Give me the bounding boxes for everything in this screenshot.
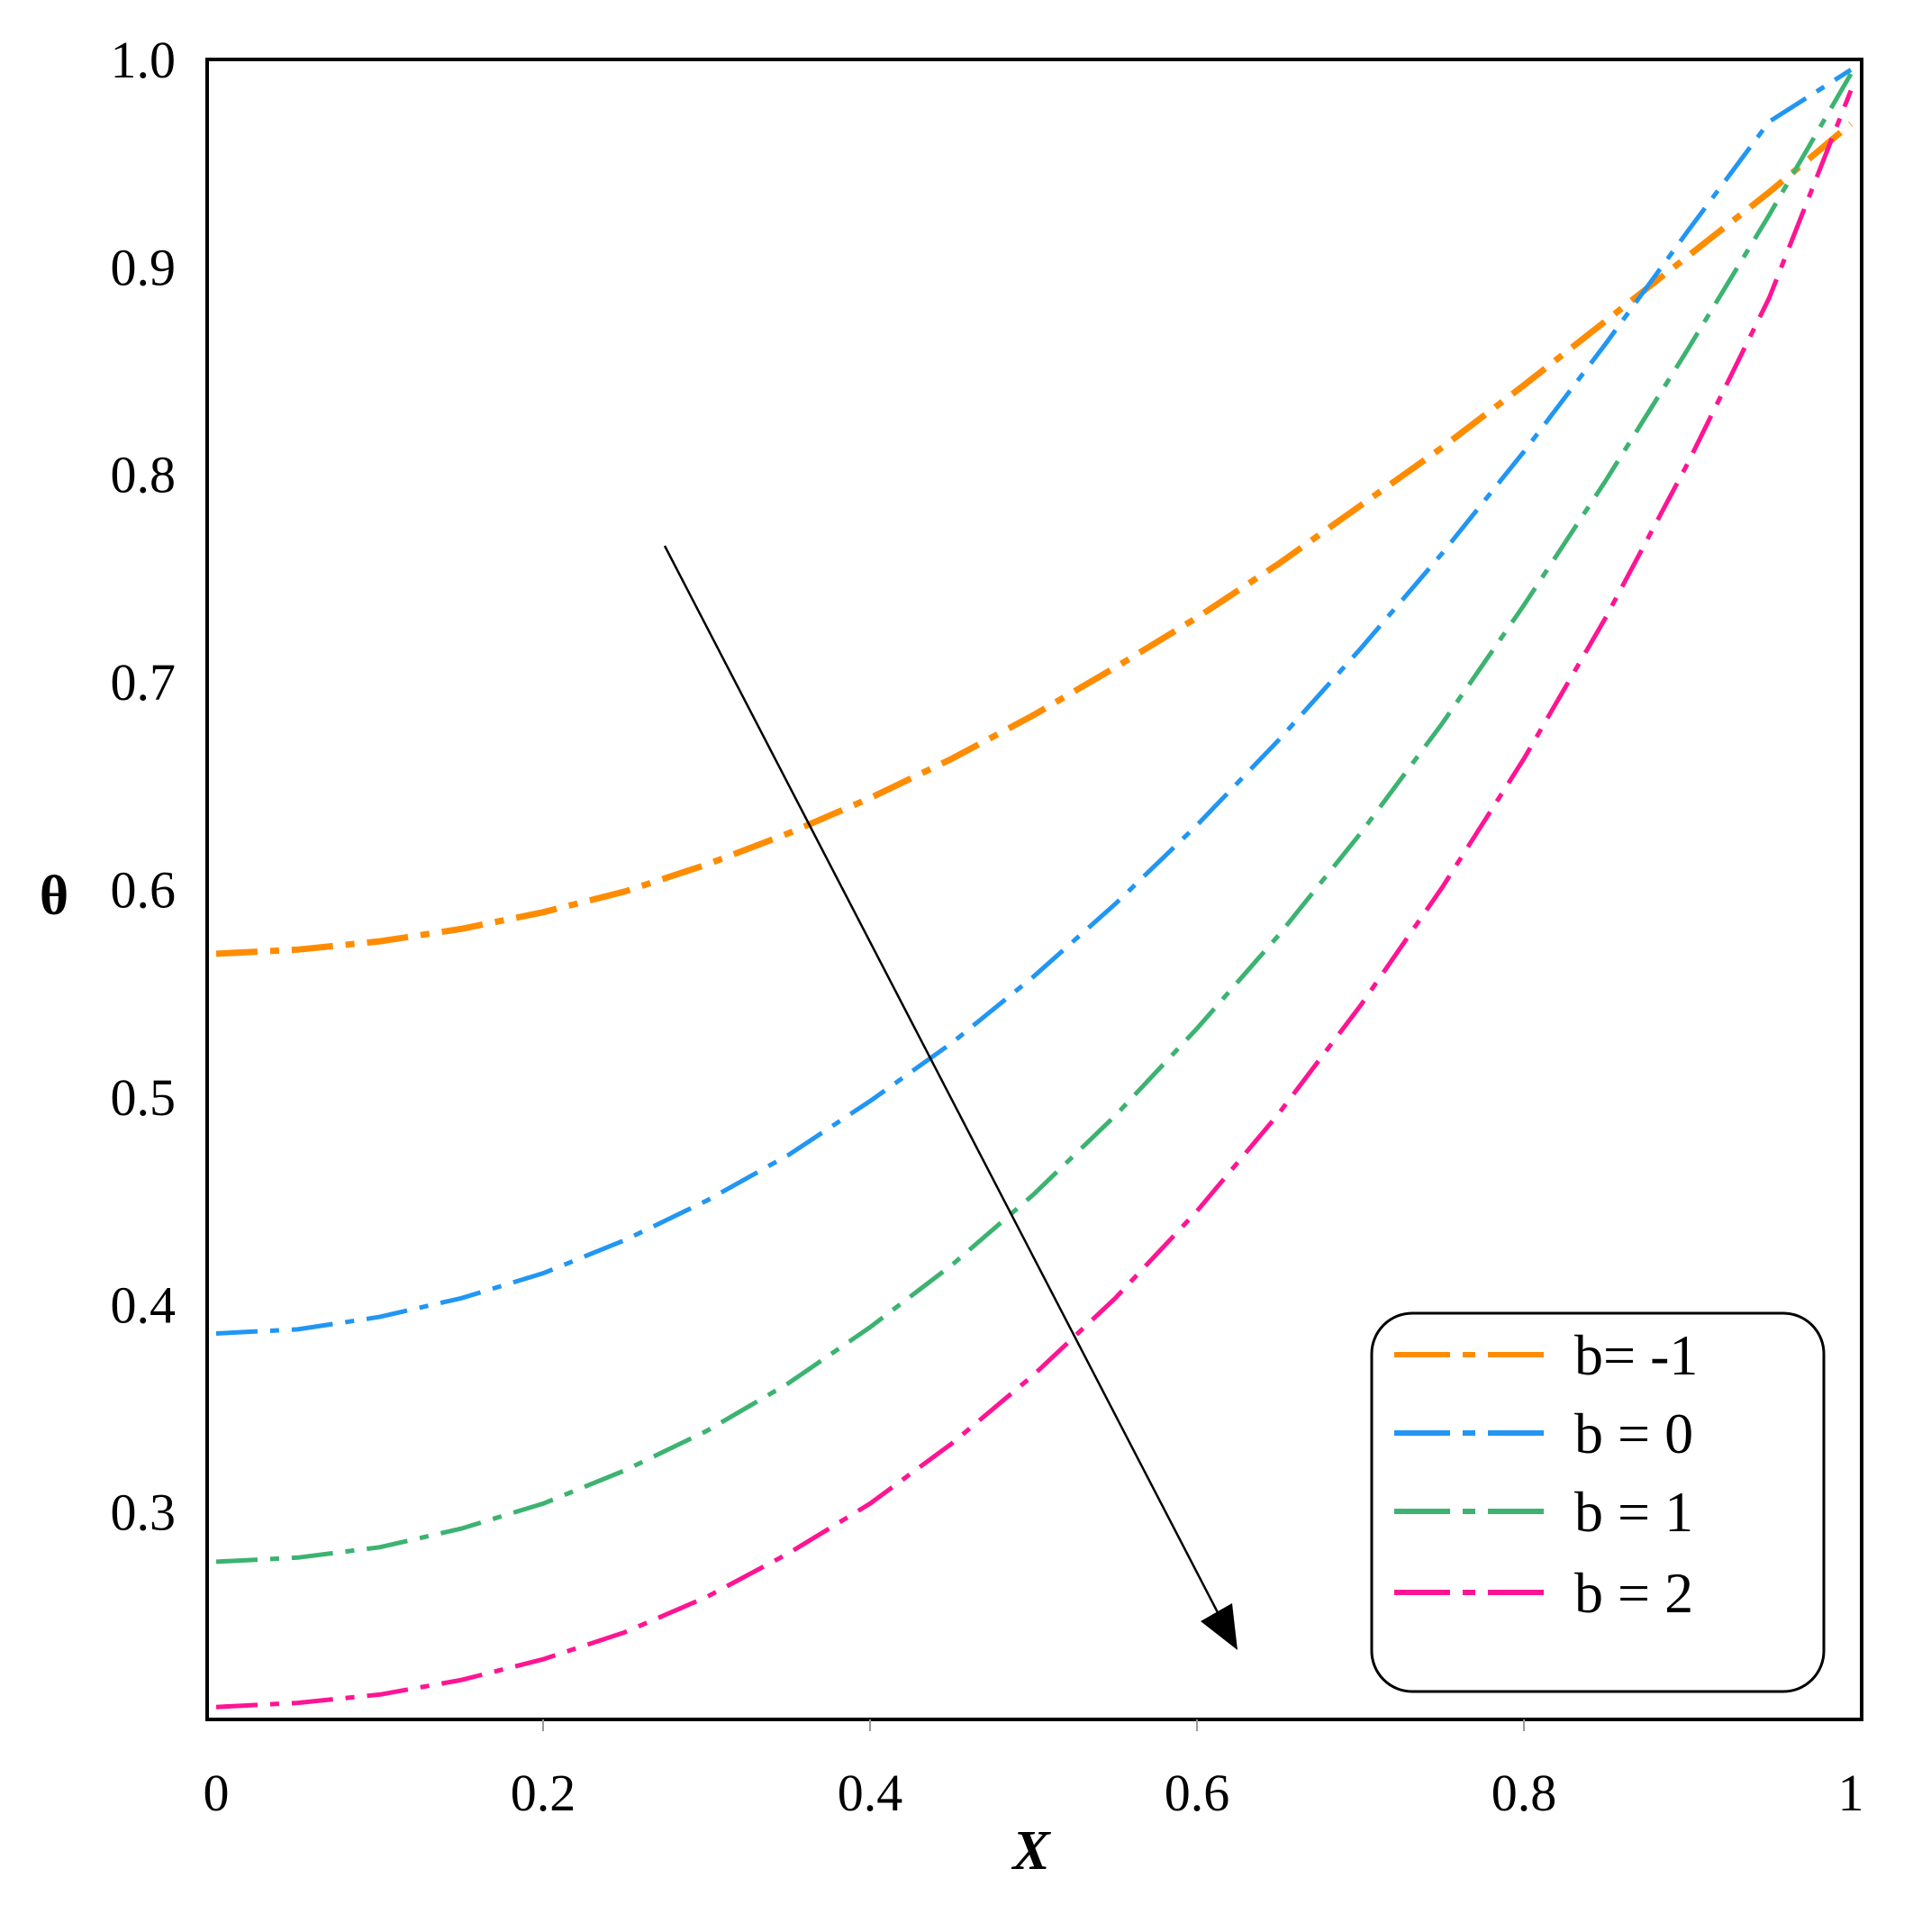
legend-label-2: b = 1 (1574, 1480, 1693, 1544)
legend-label-1: b = 0 (1574, 1401, 1693, 1465)
legend-label-3: b = 2 (1574, 1561, 1693, 1625)
plot-frame (205, 58, 1863, 1721)
legend: b= -1 b = 0 b = 1 b = 2 (1370, 1311, 1826, 1693)
y-tick-label: 0.3 (111, 1483, 177, 1542)
y-tick-label: 1.0 (111, 31, 177, 89)
y-axis-label: θ (40, 866, 68, 927)
x-tick-label: 0.4 (838, 1764, 903, 1822)
legend-label-0: b= -1 (1574, 1323, 1698, 1387)
trend-arrowhead (1201, 1603, 1238, 1650)
trend-arrow (663, 545, 1236, 1645)
y-tick-label: 0.9 (111, 238, 177, 296)
tick-layer: 0 0.2 0.4 0.6 0.8 1 0.3 0.4 0.5 0.6 0.7 0.8 0.9 1.0 (111, 31, 1864, 1822)
y-tick-label: 0.4 (111, 1275, 177, 1334)
x-tick-label: 0 (204, 1764, 230, 1822)
x-tick-label: 0.2 (511, 1764, 576, 1822)
series-line-1 (215, 68, 1853, 1336)
x-tick-label: 0.8 (1491, 1764, 1557, 1822)
series-line-0 (215, 121, 1854, 957)
series-layer (215, 68, 1854, 1710)
y-tick-label: 0.6 (111, 861, 177, 920)
y-tick-label: 0.7 (111, 653, 177, 712)
series-line-3 (215, 89, 1854, 1710)
x-tick-label: 0.6 (1165, 1764, 1230, 1822)
y-tick-label: 0.5 (111, 1068, 177, 1127)
legend-box (1370, 1311, 1826, 1693)
x-tick-label: 1 (1838, 1764, 1864, 1822)
series-line-2 (215, 72, 1854, 1565)
y-tick-label: 0.8 (111, 446, 177, 504)
x-axis-label: X (1011, 1820, 1051, 1882)
